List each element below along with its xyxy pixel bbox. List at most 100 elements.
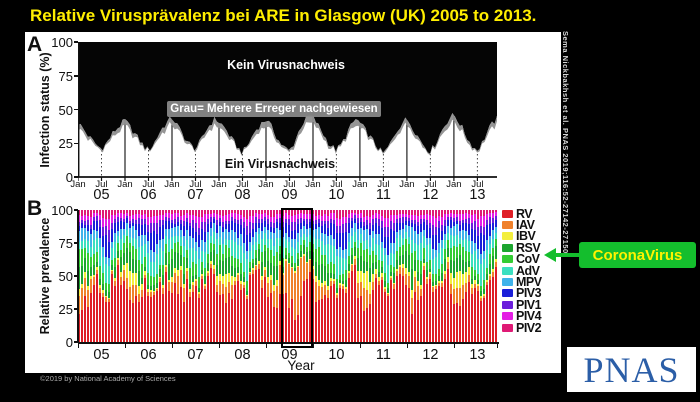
bar-segment-PIV3 — [480, 233, 482, 254]
bar-segment-IBV — [159, 276, 161, 279]
bar-segment-IBV — [474, 279, 476, 284]
bar-segment-MPV — [402, 229, 404, 238]
stacked-bar — [291, 210, 293, 342]
bar-segment-AdV — [471, 253, 473, 267]
bar-segment-CoV — [336, 279, 338, 289]
bar-segment-RV — [213, 274, 215, 342]
bar-segment-CoV — [165, 243, 167, 253]
bar-segment-IAV — [273, 290, 275, 308]
bar-segment-RSV — [330, 272, 332, 279]
bar-segment-IBV — [495, 259, 497, 262]
bar-segment-PIV3 — [123, 221, 125, 229]
bar-segment-RSV — [153, 284, 155, 291]
bar-segment-RSV — [345, 279, 347, 288]
bar-segment-PIV3 — [207, 223, 209, 232]
bar-segment-PIV3 — [405, 221, 407, 225]
bar-segment-IAV — [186, 271, 188, 280]
bar-segment-RSV — [249, 267, 251, 272]
bar-segment-PIV3 — [156, 233, 158, 245]
bar-segment-IBV — [366, 271, 368, 291]
bar-segment-PIV4 — [192, 214, 194, 221]
bar-segment-CoV — [438, 268, 440, 277]
bar-segment-PIV1 — [204, 222, 206, 232]
bar-segment-CoV — [99, 266, 101, 279]
bar-segment-CoV — [315, 249, 317, 262]
bar-segment-PIV1 — [135, 219, 137, 224]
bar-segment-PIV1 — [171, 219, 173, 224]
bar-segment-PIV2 — [309, 210, 311, 215]
bar-segment-PIV2 — [81, 209, 83, 216]
bar-segment-RSV — [366, 261, 368, 272]
bar-segment-PIV1 — [174, 219, 176, 225]
bar-segment-PIV1 — [258, 218, 260, 223]
bar-segment-IBV — [132, 272, 134, 286]
stacked-bar — [441, 209, 443, 342]
bar-segment-IBV — [210, 261, 212, 264]
bar-segment-RSV — [390, 272, 392, 277]
bar-segment-IBV — [198, 292, 200, 294]
bar-segment-PIV2 — [117, 209, 119, 214]
stacked-bar — [396, 209, 398, 342]
legend-row-RV: RV — [502, 207, 533, 221]
stacked-bar — [261, 210, 263, 342]
bar-segment-PIV2 — [489, 210, 491, 214]
bar-segment-PIV2 — [327, 210, 329, 217]
bar-segment-MPV — [438, 243, 440, 254]
bar-segment-CoV — [270, 249, 272, 263]
bar-segment-CoV — [393, 266, 395, 274]
bar-segment-IAV — [144, 274, 146, 278]
bar-segment-MPV — [306, 228, 308, 237]
bar-segment-CoV — [150, 276, 152, 286]
bar-segment-CoV — [372, 250, 374, 263]
bar-segment-AdV — [492, 239, 494, 249]
bar-segment-PIV1 — [255, 217, 257, 223]
bar-segment-CoV — [87, 253, 89, 271]
bar-segment-RSV — [417, 271, 419, 282]
stacked-bar — [183, 210, 185, 342]
panel-a-month-label-jan: Jan — [70, 179, 86, 190]
bar-segment-IAV — [135, 285, 137, 297]
bar-segment-RSV — [402, 254, 404, 264]
bar-segment-PIV1 — [495, 216, 497, 221]
bar-segment-IBV — [411, 289, 413, 299]
bar-segment-PIV4 — [348, 213, 350, 219]
bar-segment-PIV3 — [195, 231, 197, 243]
bar-segment-MPV — [459, 230, 461, 238]
pnas-logo: PNAS — [567, 347, 696, 392]
bar-segment-IBV — [111, 269, 113, 272]
bar-segment-PIV4 — [183, 214, 185, 222]
bar-segment-RV — [339, 288, 341, 342]
bar-segment-MPV — [330, 235, 332, 245]
bar-segment-IAV — [156, 289, 158, 292]
bar-segment-MPV — [471, 240, 473, 254]
stacked-bar — [417, 210, 419, 342]
bar-segment-RV — [417, 299, 419, 342]
stacked-bar — [450, 210, 452, 342]
bar-segment-PIV1 — [216, 219, 218, 226]
bar-segment-RSV — [378, 272, 380, 278]
bar-segment-PIV3 — [462, 223, 464, 231]
bar-segment-PIV3 — [324, 224, 326, 234]
bar-segment-PIV3 — [378, 225, 380, 235]
bar-segment-PIV4 — [165, 213, 167, 217]
bar-segment-PIV2 — [417, 210, 419, 216]
bar-segment-RV — [222, 293, 224, 342]
bar-segment-PIV1 — [267, 219, 269, 225]
legend-swatch-AdV — [502, 266, 513, 275]
bar-segment-PIV4 — [162, 214, 164, 221]
bar-segment-PIV4 — [231, 213, 233, 218]
bar-segment-IBV — [195, 278, 197, 282]
bar-segment-PIV2 — [387, 210, 389, 218]
bar-segment-MPV — [417, 234, 419, 245]
bar-segment-IBV — [147, 289, 149, 292]
bar-segment-IAV — [375, 273, 377, 279]
bar-segment-IBV — [459, 270, 461, 288]
bar-segment-IBV — [180, 266, 182, 271]
bar-segment-MPV — [276, 227, 278, 239]
bar-segment-RSV — [255, 257, 257, 265]
bar-segment-RSV — [156, 283, 158, 288]
bar-segment-IBV — [426, 277, 428, 280]
bar-segment-PIV2 — [189, 210, 191, 216]
bar-segment-IBV — [126, 263, 128, 278]
bar-segment-AdV — [93, 240, 95, 254]
